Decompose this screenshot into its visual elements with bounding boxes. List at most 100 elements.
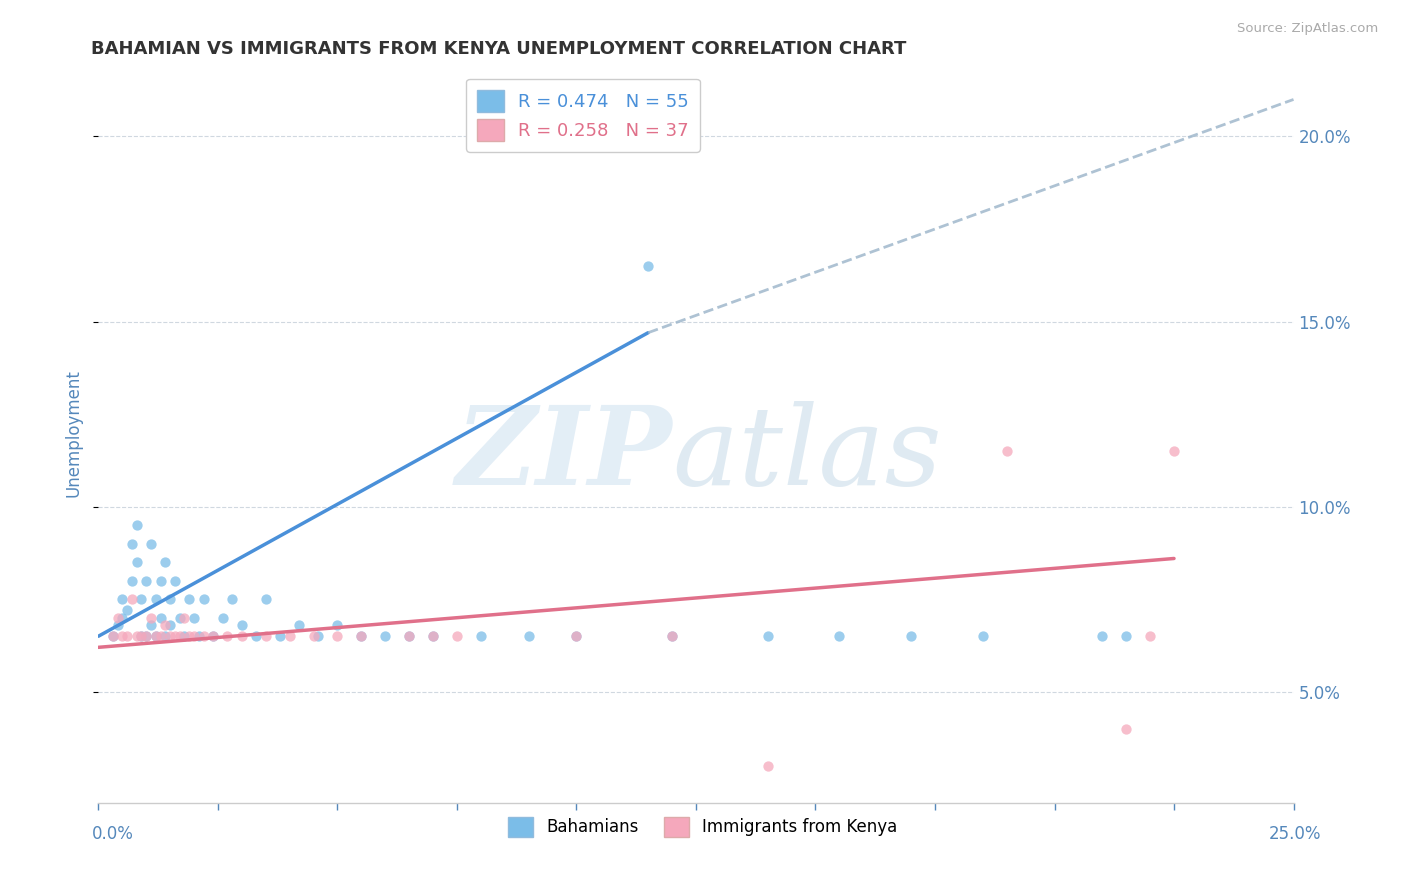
Point [125,629,148,643]
Point [470,629,492,643]
Text: BAHAMIAN VS IMMIGRANTS FROM KENYA UNEMPLOYMENT CORRELATION CHART: BAHAMIAN VS IMMIGRANTS FROM KENYA UNEMPL… [91,40,907,58]
Point [145,592,167,607]
Point [756,629,779,643]
Point [155,555,177,569]
Point [1115,629,1137,643]
Point [115,603,138,617]
Point [446,629,468,643]
Point [111,592,134,607]
Point [326,618,349,632]
Point [288,618,311,632]
Point [173,629,195,643]
Text: 25.0%: 25.0% [1270,825,1322,843]
Point [202,629,225,643]
Point [254,629,277,643]
Point [169,629,191,643]
Point [995,444,1018,458]
Point [159,629,181,643]
Point [145,629,167,643]
Point [155,629,177,643]
Point [565,629,588,643]
Point [139,610,162,624]
Text: atlas: atlas [672,401,942,508]
Point [179,592,201,607]
Point [169,610,191,624]
Text: ZIP: ZIP [456,401,672,508]
Point [269,629,291,643]
Point [139,536,162,550]
Point [145,629,167,643]
Point [183,629,205,643]
Point [637,259,659,273]
Point [139,618,162,632]
Point [254,592,277,607]
Point [121,536,143,550]
Point [135,629,157,643]
Legend: R = 0.474   N = 55, R = 0.258   N = 37: R = 0.474 N = 55, R = 0.258 N = 37 [465,78,700,152]
Point [101,629,124,643]
Point [231,629,253,643]
Point [1139,629,1161,643]
Point [163,629,186,643]
Point [756,758,779,772]
Legend: Bahamians, Immigrants from Kenya: Bahamians, Immigrants from Kenya [502,810,904,844]
Point [159,618,181,632]
Point [187,629,209,643]
Point [173,610,195,624]
Point [159,592,181,607]
Point [131,592,153,607]
Point [661,629,683,643]
Point [1091,629,1114,643]
Point [107,618,129,632]
Point [422,629,444,643]
Point [125,555,148,569]
Point [193,592,215,607]
Point [131,629,153,643]
Point [350,629,373,643]
Point [302,629,325,643]
Point [211,610,233,624]
Point [245,629,267,643]
Point [193,629,215,643]
Point [149,610,172,624]
Point [1163,444,1185,458]
Point [661,629,683,643]
Point [111,629,134,643]
Point [972,629,994,643]
Point [565,629,588,643]
Point [111,610,134,624]
Point [278,629,301,643]
Point [155,618,177,632]
Point [121,592,143,607]
Point [398,629,420,643]
Point [149,629,172,643]
Point [307,629,329,643]
Point [163,574,186,588]
Point [217,629,239,643]
Point [107,610,129,624]
Point [1115,722,1137,736]
Point [101,629,124,643]
Point [115,629,138,643]
Point [422,629,444,643]
Point [179,629,201,643]
Point [221,592,243,607]
Text: Source: ZipAtlas.com: Source: ZipAtlas.com [1237,22,1378,36]
Point [326,629,349,643]
Point [149,574,172,588]
Point [517,629,540,643]
Point [131,629,153,643]
Point [900,629,922,643]
Point [125,518,148,533]
Point [135,574,157,588]
Point [202,629,225,643]
Text: 0.0%: 0.0% [91,825,134,843]
Point [121,574,143,588]
Point [135,629,157,643]
Y-axis label: Unemployment: Unemployment [65,368,83,497]
Point [183,610,205,624]
Point [374,629,396,643]
Point [398,629,420,643]
Point [828,629,851,643]
Point [231,618,253,632]
